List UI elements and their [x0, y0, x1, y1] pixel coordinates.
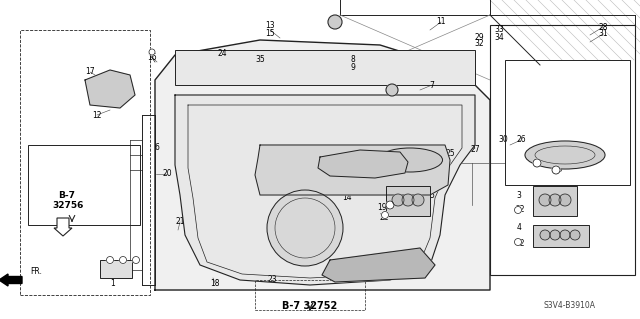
Text: 5: 5	[429, 190, 435, 199]
Circle shape	[132, 256, 140, 263]
Text: 35: 35	[255, 56, 265, 64]
Text: 21: 21	[175, 218, 185, 226]
Text: 17: 17	[85, 68, 95, 77]
Circle shape	[533, 159, 541, 167]
Text: 8: 8	[351, 56, 355, 64]
Text: 34: 34	[494, 33, 504, 41]
Circle shape	[267, 190, 343, 266]
Circle shape	[539, 194, 551, 206]
FancyArrow shape	[0, 274, 22, 286]
Bar	[505, 60, 630, 185]
Bar	[386, 186, 430, 216]
Text: 15: 15	[265, 28, 275, 38]
Ellipse shape	[525, 141, 605, 169]
Circle shape	[120, 256, 127, 263]
Text: B-7: B-7	[58, 190, 75, 199]
Polygon shape	[322, 248, 435, 282]
Text: 3: 3	[516, 190, 522, 199]
Circle shape	[386, 201, 394, 209]
Bar	[20, 30, 150, 295]
Polygon shape	[318, 150, 408, 178]
Text: 24: 24	[217, 49, 227, 58]
Circle shape	[386, 84, 398, 96]
Bar	[100, 260, 132, 278]
Circle shape	[328, 15, 342, 29]
Circle shape	[515, 239, 522, 246]
Text: 6: 6	[155, 144, 159, 152]
Circle shape	[570, 230, 580, 240]
Text: 33: 33	[494, 26, 504, 34]
Text: 28: 28	[598, 23, 608, 32]
Circle shape	[549, 194, 561, 206]
Circle shape	[540, 230, 550, 240]
Text: 23: 23	[267, 276, 277, 285]
Text: B-7 32752: B-7 32752	[282, 301, 338, 311]
Text: 2: 2	[111, 271, 115, 280]
Circle shape	[412, 194, 424, 206]
Text: 32: 32	[474, 40, 484, 48]
Bar	[533, 225, 589, 247]
Circle shape	[149, 49, 155, 55]
Circle shape	[559, 194, 571, 206]
Text: 27: 27	[470, 145, 480, 154]
Text: 26: 26	[516, 136, 526, 145]
Ellipse shape	[378, 148, 442, 172]
Bar	[175, 50, 475, 85]
Text: 25: 25	[445, 150, 455, 159]
FancyArrow shape	[54, 218, 72, 236]
Text: 29: 29	[474, 33, 484, 41]
Text: 16: 16	[147, 53, 157, 62]
Polygon shape	[85, 70, 135, 108]
Polygon shape	[155, 40, 490, 290]
Circle shape	[392, 194, 404, 206]
Text: 10: 10	[342, 186, 352, 195]
Text: 14: 14	[342, 192, 352, 202]
Text: 19: 19	[535, 160, 545, 168]
Bar	[255, 280, 365, 310]
Text: 31: 31	[598, 29, 608, 39]
Circle shape	[550, 230, 560, 240]
Text: S3V4-B3910A: S3V4-B3910A	[544, 300, 596, 309]
Text: 12: 12	[92, 110, 102, 120]
Text: 1: 1	[319, 240, 324, 249]
Text: 1: 1	[111, 278, 115, 287]
Bar	[28, 145, 140, 225]
Circle shape	[381, 211, 388, 219]
Bar	[533, 186, 577, 216]
Text: 22: 22	[515, 239, 525, 248]
Bar	[490, 25, 635, 275]
Text: 11: 11	[436, 18, 445, 26]
Circle shape	[560, 230, 570, 240]
Polygon shape	[255, 145, 450, 195]
Circle shape	[402, 194, 414, 206]
Text: 9: 9	[351, 63, 355, 71]
Text: 20: 20	[162, 169, 172, 179]
Text: 19: 19	[553, 166, 563, 174]
Text: 18: 18	[211, 278, 220, 287]
Circle shape	[106, 256, 113, 263]
Text: 30: 30	[498, 136, 508, 145]
Text: 32756: 32756	[52, 201, 83, 210]
Text: 22: 22	[380, 212, 388, 221]
Text: 4: 4	[516, 224, 522, 233]
Text: 2: 2	[319, 247, 324, 256]
Text: 22: 22	[515, 205, 525, 214]
Circle shape	[552, 166, 560, 174]
Polygon shape	[175, 95, 475, 285]
Text: 7: 7	[429, 80, 435, 90]
Circle shape	[515, 206, 522, 213]
Text: FR.: FR.	[30, 266, 42, 276]
Text: 19: 19	[377, 203, 387, 211]
Text: 13: 13	[265, 21, 275, 31]
Bar	[340, 0, 490, 15]
